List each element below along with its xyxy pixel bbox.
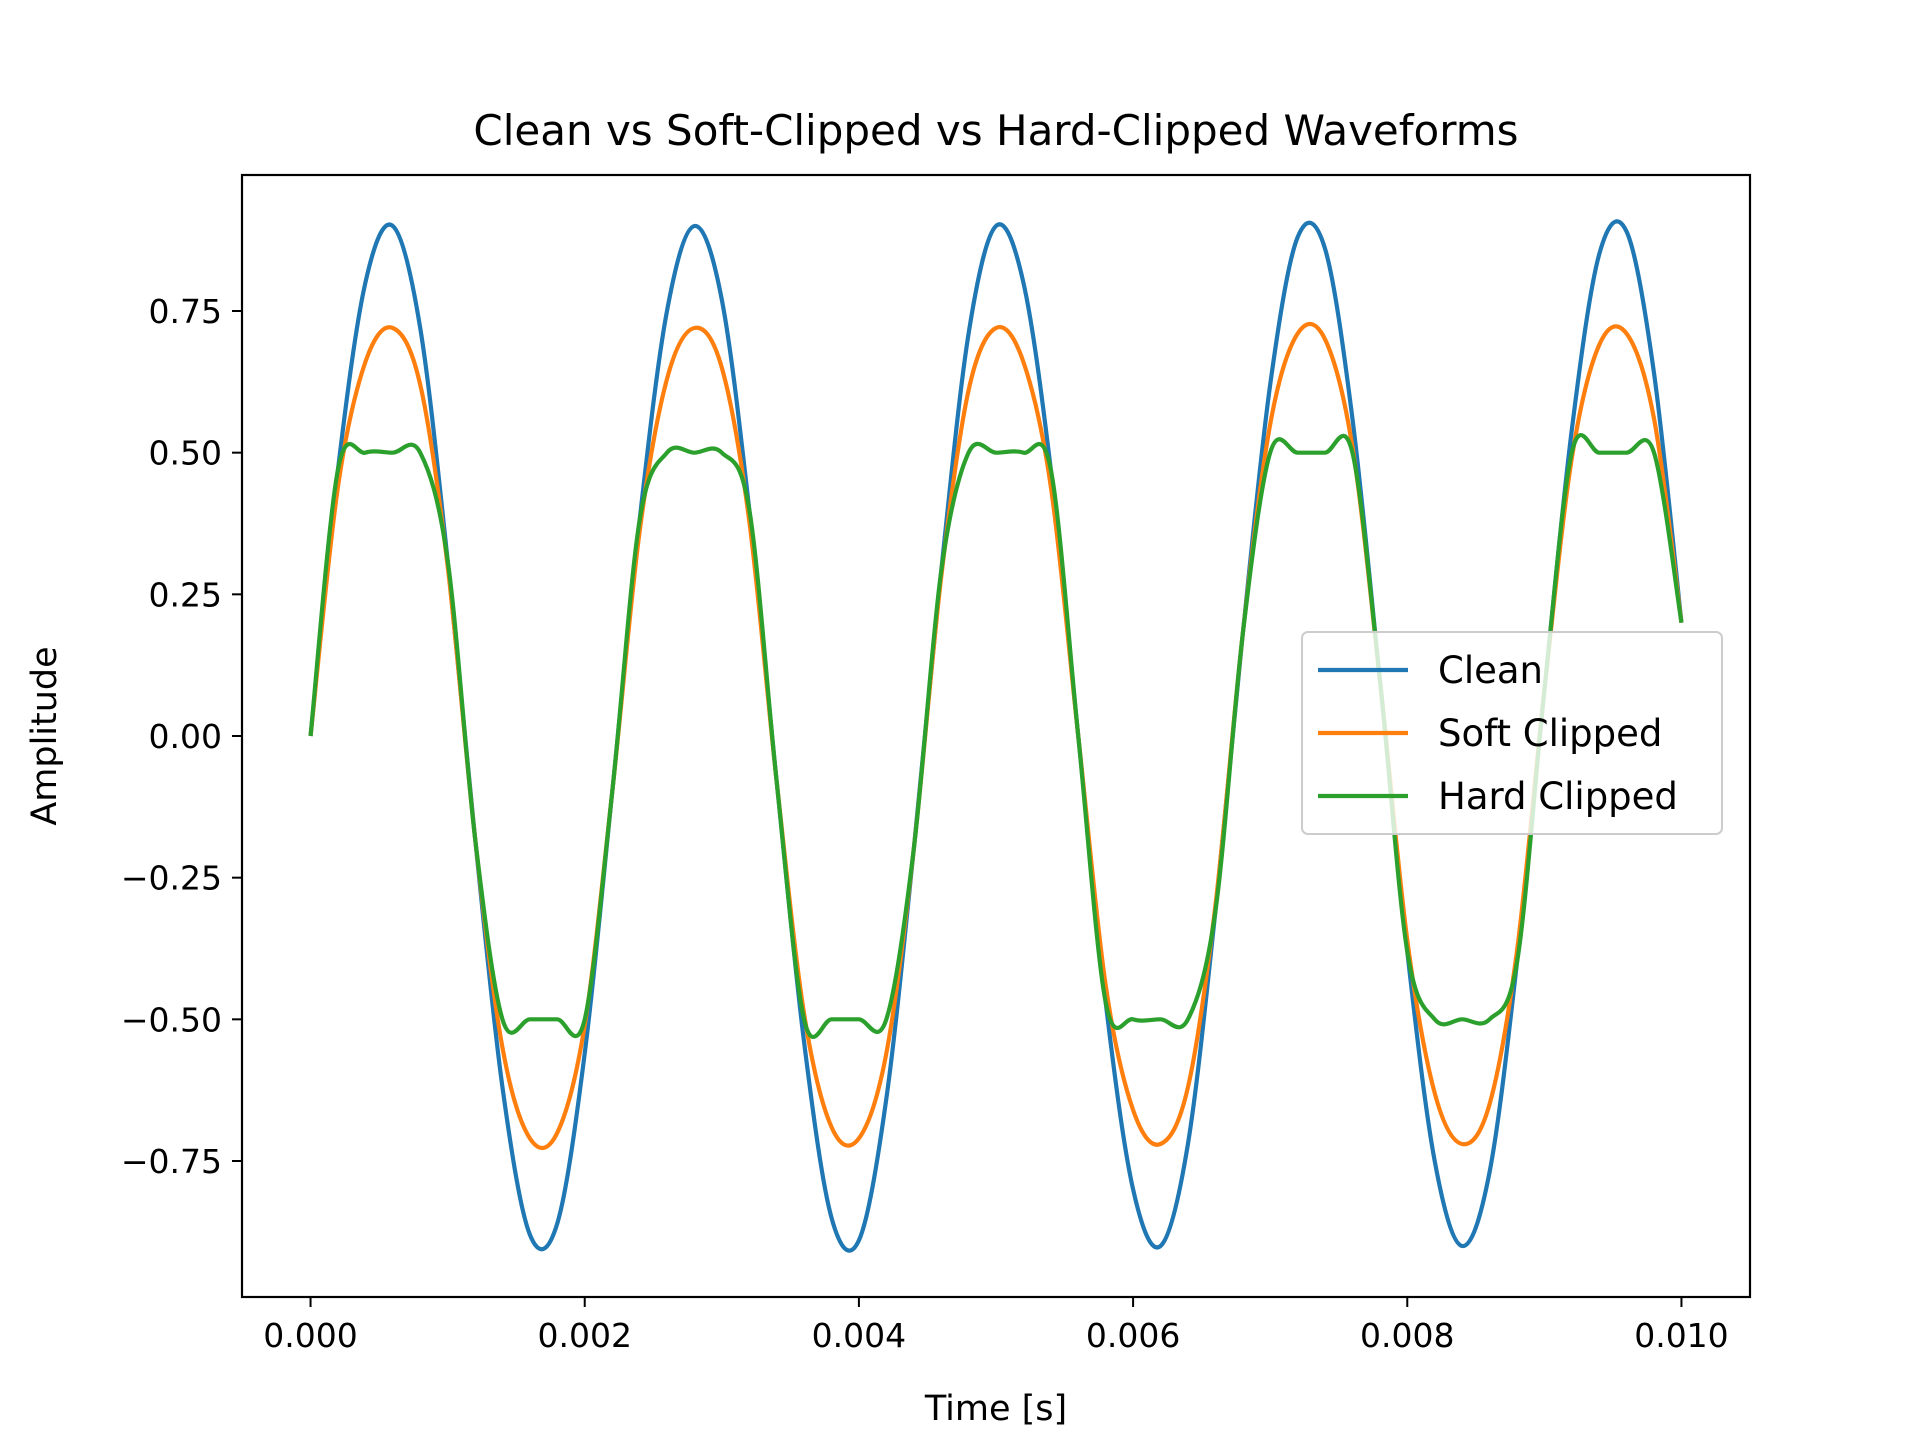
series-line-clean	[308, 219, 1684, 1253]
series-layer	[308, 219, 1684, 1253]
y-tick-label: 0.50	[149, 434, 222, 473]
x-axis: 0.000 0.002 0.004 0.006 0.008 0.010	[263, 1297, 1729, 1355]
y-tick-label: −0.25	[121, 859, 222, 898]
x-tick-label: 0.008	[1360, 1316, 1454, 1355]
x-tick-label: 0.006	[1086, 1316, 1180, 1355]
legend-box	[1301, 631, 1723, 835]
x-tick-label: 0.010	[1634, 1316, 1728, 1355]
legend-label: Clean	[1438, 649, 1543, 692]
y-tick-label: 0.00	[149, 717, 222, 756]
y-axis: −0.75 −0.50 −0.25 0.00 0.25 0.50 0.75	[121, 292, 242, 1181]
y-tick-label: −0.50	[121, 1000, 222, 1039]
plot-area: 0.000 0.002 0.004 0.006 0.008 0.010 −0.75 −0.5…	[121, 173, 1752, 1355]
y-tick-label: −0.75	[121, 1142, 222, 1181]
series-line-soft-clipped	[308, 322, 1684, 1150]
y-tick-label: 0.75	[149, 292, 222, 331]
series-line-hard-clipped	[308, 433, 1684, 1039]
x-tick-label: 0.000	[263, 1316, 357, 1355]
x-tick-label: 0.002	[537, 1316, 631, 1355]
y-axis-label: Amplitude	[25, 646, 65, 825]
y-tick-label: 0.25	[149, 575, 222, 614]
x-tick-label: 0.004	[812, 1316, 906, 1355]
legend: Clean Soft Clipped Hard Clipped	[1301, 631, 1723, 835]
legend-label: Soft Clipped	[1438, 712, 1662, 755]
x-axis-label: Time [s]	[924, 1389, 1067, 1429]
legend-label: Hard Clipped	[1438, 775, 1678, 818]
chart-title: Clean vs Soft-Clipped vs Hard-Clipped Wa…	[473, 106, 1518, 155]
